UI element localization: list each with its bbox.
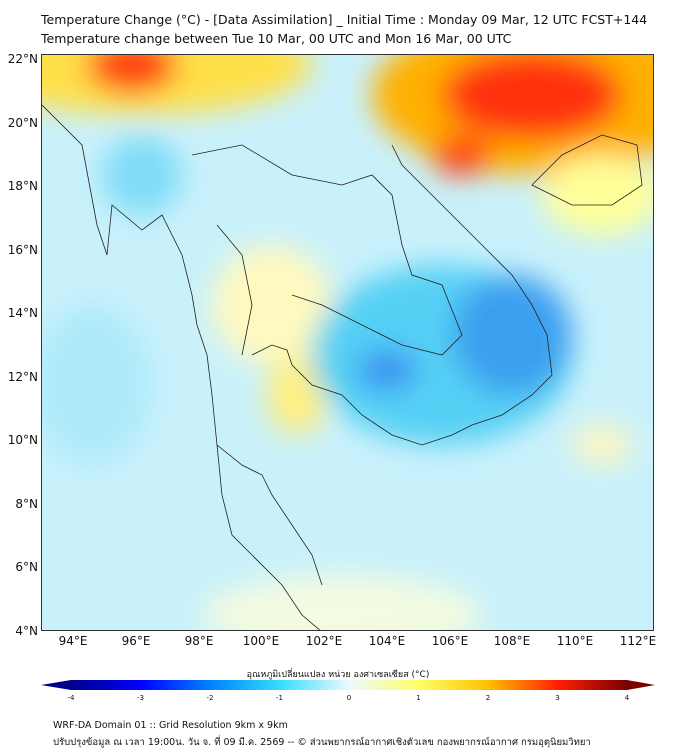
colorbar-tick: 1 [416,694,421,702]
footer-model-info: WRF-DA Domain 01 :: Grid Resolution 9km … [53,720,288,731]
lon-label: 104°E [368,634,406,648]
lat-label: 12°N [7,370,38,384]
colorbar-tick: 2 [485,694,491,702]
map-subtitle: Temperature change between Tue 10 Mar, 0… [41,31,512,46]
lon-label: 108°E [493,634,531,648]
lon-label: 96°E [121,634,151,648]
lon-label: 110°E [556,634,594,648]
colorbar-tick: 0 [346,694,352,702]
lat-label: 10°N [7,433,38,447]
colorbar-tick: -1 [276,694,283,702]
colorbar-tick: -3 [137,694,144,702]
colorbar-max-arrow [627,680,655,690]
lat-label: 16°N [7,243,38,257]
lat-label: 14°N [7,306,38,320]
lon-label: 106°E [431,634,469,648]
map-title: Temperature Change (°C) - [Data Assimila… [41,12,648,27]
colorbar-tick: -4 [67,694,75,702]
lon-label: 94°E [58,634,88,648]
lon-label: 102°E [305,634,343,648]
colorbar [41,680,655,690]
lat-label: 22°N [7,52,38,66]
lon-label: 98°E [184,634,214,648]
colorbar-tick: 3 [555,694,560,702]
lon-label: 100°E [242,634,280,648]
temperature-change-map [41,54,654,631]
lon-label: 112°E [619,634,657,648]
colorbar-tick: 4 [624,694,630,702]
lat-label: 18°N [7,179,38,193]
colorbar-title: อุณหภูมิเปลี่ยนแปลง หน่วย องศาเซลเซียส (… [246,670,430,680]
footer-update-info: ปรับปรุงข้อมูล ณ เวลา 19:00น. วัน จ. ที่… [53,737,591,748]
lat-label: 6°N [15,560,38,574]
lat-label: 20°N [7,116,38,130]
colorbar-min-arrow [41,680,71,690]
lat-label: 8°N [15,497,38,511]
colorbar-tick: -2 [206,694,214,702]
lat-label: 4°N [15,624,38,638]
